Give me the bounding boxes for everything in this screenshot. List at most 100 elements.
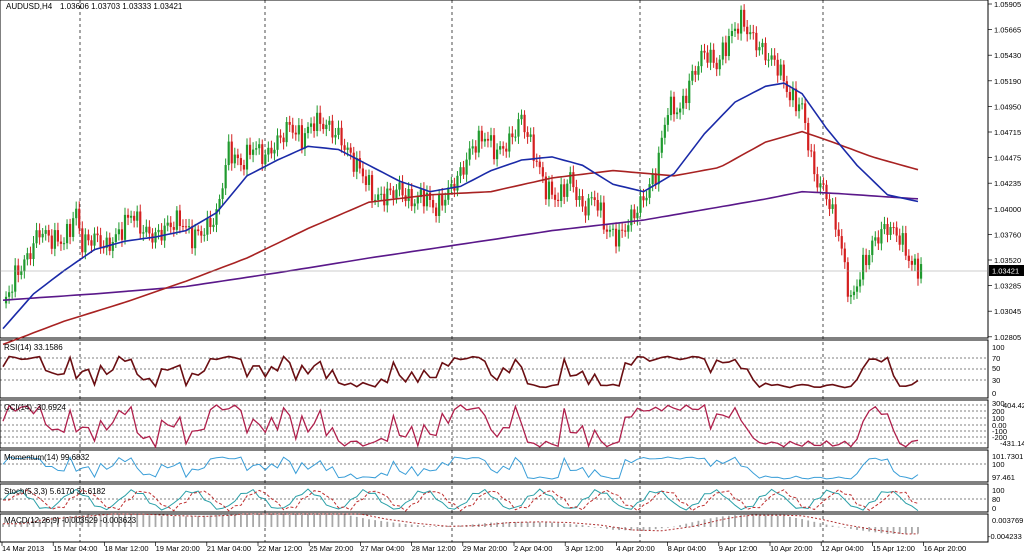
candle-body [435,207,438,216]
momentum-label: Momentum(14) 99.6832 [4,453,90,462]
macd-bar [185,516,187,527]
candle-body [636,212,639,219]
candle-body [880,229,883,244]
stoch-min: 0 [992,504,996,513]
macd-bar [50,517,53,527]
candle-body [663,124,666,138]
candle-body [877,237,880,244]
candle-body [865,254,868,266]
candle-body [691,70,694,81]
stoch-axis: 100 80 0 [992,486,1005,513]
macd-bar [508,522,511,527]
candle-body [169,222,172,228]
candle-body [477,130,480,153]
macd-bar [587,526,590,527]
macd-bar [599,527,602,528]
macd-bar [685,523,688,527]
macd-bar [179,516,181,527]
candle-body [438,194,441,216]
candle-body [563,184,566,197]
macd-bar [142,515,145,527]
candle-body [11,291,14,293]
candle-body [81,228,84,253]
macd-bar [8,522,10,527]
candle-body [47,230,50,236]
macd-bar [240,514,242,527]
momentum-line [2,455,919,480]
macd-bar [496,522,498,527]
candle-body [276,135,279,150]
time-label-9: 29 Mar 20:00 [463,544,507,552]
candle-body [340,127,343,146]
candle-body [752,32,755,34]
candle-body [648,184,651,198]
candle-body [557,199,560,201]
macd-bar [843,527,846,528]
candle-body [309,123,313,127]
macd-bar [563,523,566,527]
candle-body [730,30,734,37]
macd-bar [26,519,29,527]
candle-body [212,224,215,228]
macd-bar [392,522,395,527]
macd-bar [81,514,84,527]
candle-body [194,229,197,249]
candle-body [700,50,703,67]
macd-label: MACD(12,26,9) -0.003529 -0.003623 [4,516,137,525]
candle-body [855,286,859,292]
candle-body [349,147,352,153]
macd-bar [740,515,742,527]
macd-bar [569,524,572,527]
candle-body [743,9,746,27]
candle-body [377,194,380,200]
candle-body [608,229,612,232]
macd-bar [575,524,578,527]
candle-body [93,233,96,246]
current-price-value: 1.03421 [992,267,1019,276]
macd-bar [447,525,450,527]
cci-level-m200: -200 [992,433,1007,442]
candle-body [913,258,917,265]
candle-body [370,175,374,201]
candle-body [727,36,730,57]
candle-body [849,295,852,297]
candle-body [746,26,749,35]
macd-bar [514,521,517,527]
candle-body [374,199,377,201]
macd-bar [166,515,169,527]
rsi-axis: 100 70 50 30 0 [992,343,1005,398]
candle-body [407,188,410,202]
candle-body [633,209,636,219]
candle-body [215,209,218,225]
macd-bar [270,514,273,527]
macd-bar [355,516,358,527]
macd-bar [868,527,871,532]
candle-body [114,234,117,242]
candle-body [675,112,679,115]
candle-body [862,254,865,280]
candle-body [611,228,615,230]
candle-body [852,291,856,296]
time-label-10: 2 Apr 04:00 [514,544,552,552]
candle-body [776,59,779,76]
candle-body [224,165,227,189]
candle-body [560,184,563,201]
candle-body [111,241,114,251]
cci-pane-frame [0,399,989,449]
macd-bar [294,514,297,527]
price-label-12: 1.03045 [994,307,1021,316]
macd-bar [654,527,657,530]
macd-bar [636,527,639,531]
candle-body [181,225,185,227]
candle-body [273,149,276,154]
macd-bar [911,527,913,534]
candle-body [572,172,575,188]
macd-bar [374,520,376,527]
candle-body [221,188,224,199]
candle-body [712,49,715,63]
candle-body [413,203,416,207]
macd-bar [221,514,224,527]
candle-body [431,199,435,208]
candle-body [685,95,688,104]
